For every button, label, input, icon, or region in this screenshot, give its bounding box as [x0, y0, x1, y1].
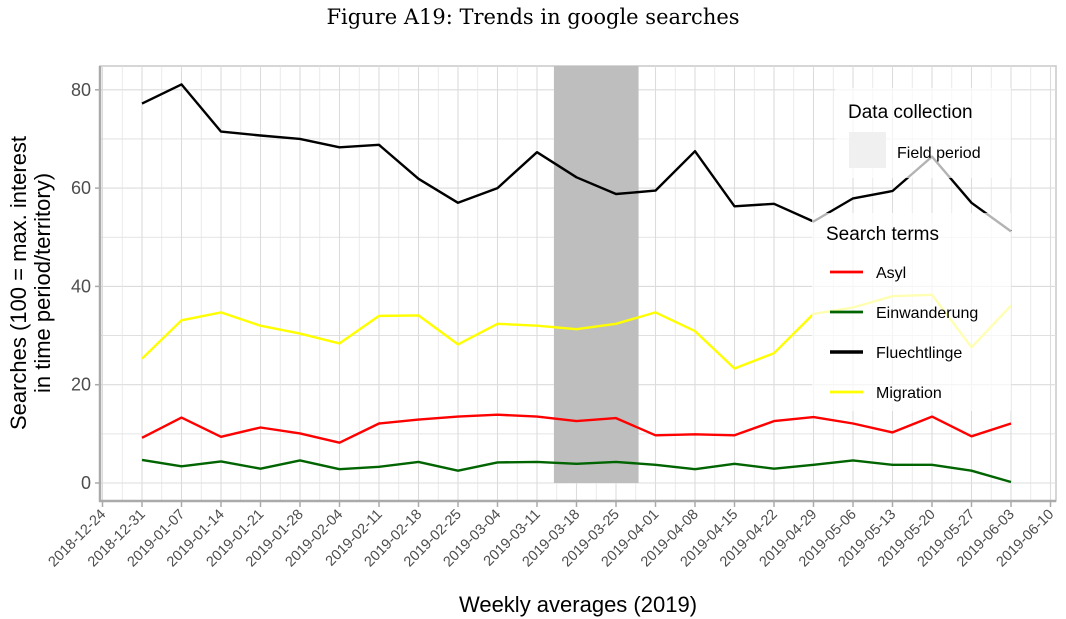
series-line-fluechtlinge: [141, 83, 1012, 233]
y-axis-title-line-2: in time period/territory): [30, 173, 55, 393]
legend-field-period-label: Field period: [897, 145, 981, 162]
series-line-asyl: [141, 413, 1012, 444]
legend-data-collection-title: Data collection: [848, 102, 973, 123]
legend-field-period-swatch: [849, 132, 886, 168]
y-tick-label: 0: [81, 473, 91, 493]
y-tick-label: 80: [71, 80, 91, 100]
y-tick-label: 20: [71, 375, 91, 395]
x-axis-title: Weekly averages (2019): [459, 592, 697, 617]
y-tick-label: 40: [71, 276, 91, 296]
y-tick-label: 60: [71, 178, 91, 198]
legend-label-asyl: Asyl: [876, 265, 906, 282]
series-line-einwanderung: [141, 458, 1012, 484]
y-axis-title-line-1: Searches (100 = max. interest: [6, 136, 31, 430]
legend-search-terms-title: Search terms: [826, 224, 939, 245]
legend-label-einwanderung: Einwanderung: [876, 305, 978, 322]
field-period-shading: [553, 66, 639, 483]
legend: Data collection Field period Search term…: [812, 88, 1011, 411]
legend-label-fluechtlinge: Fluechtlinge: [876, 345, 962, 362]
legend-label-migration: Migration: [876, 385, 942, 402]
field-period-rect: [553, 66, 639, 483]
chart-title: Figure A19: Trends in google searches: [326, 5, 739, 29]
